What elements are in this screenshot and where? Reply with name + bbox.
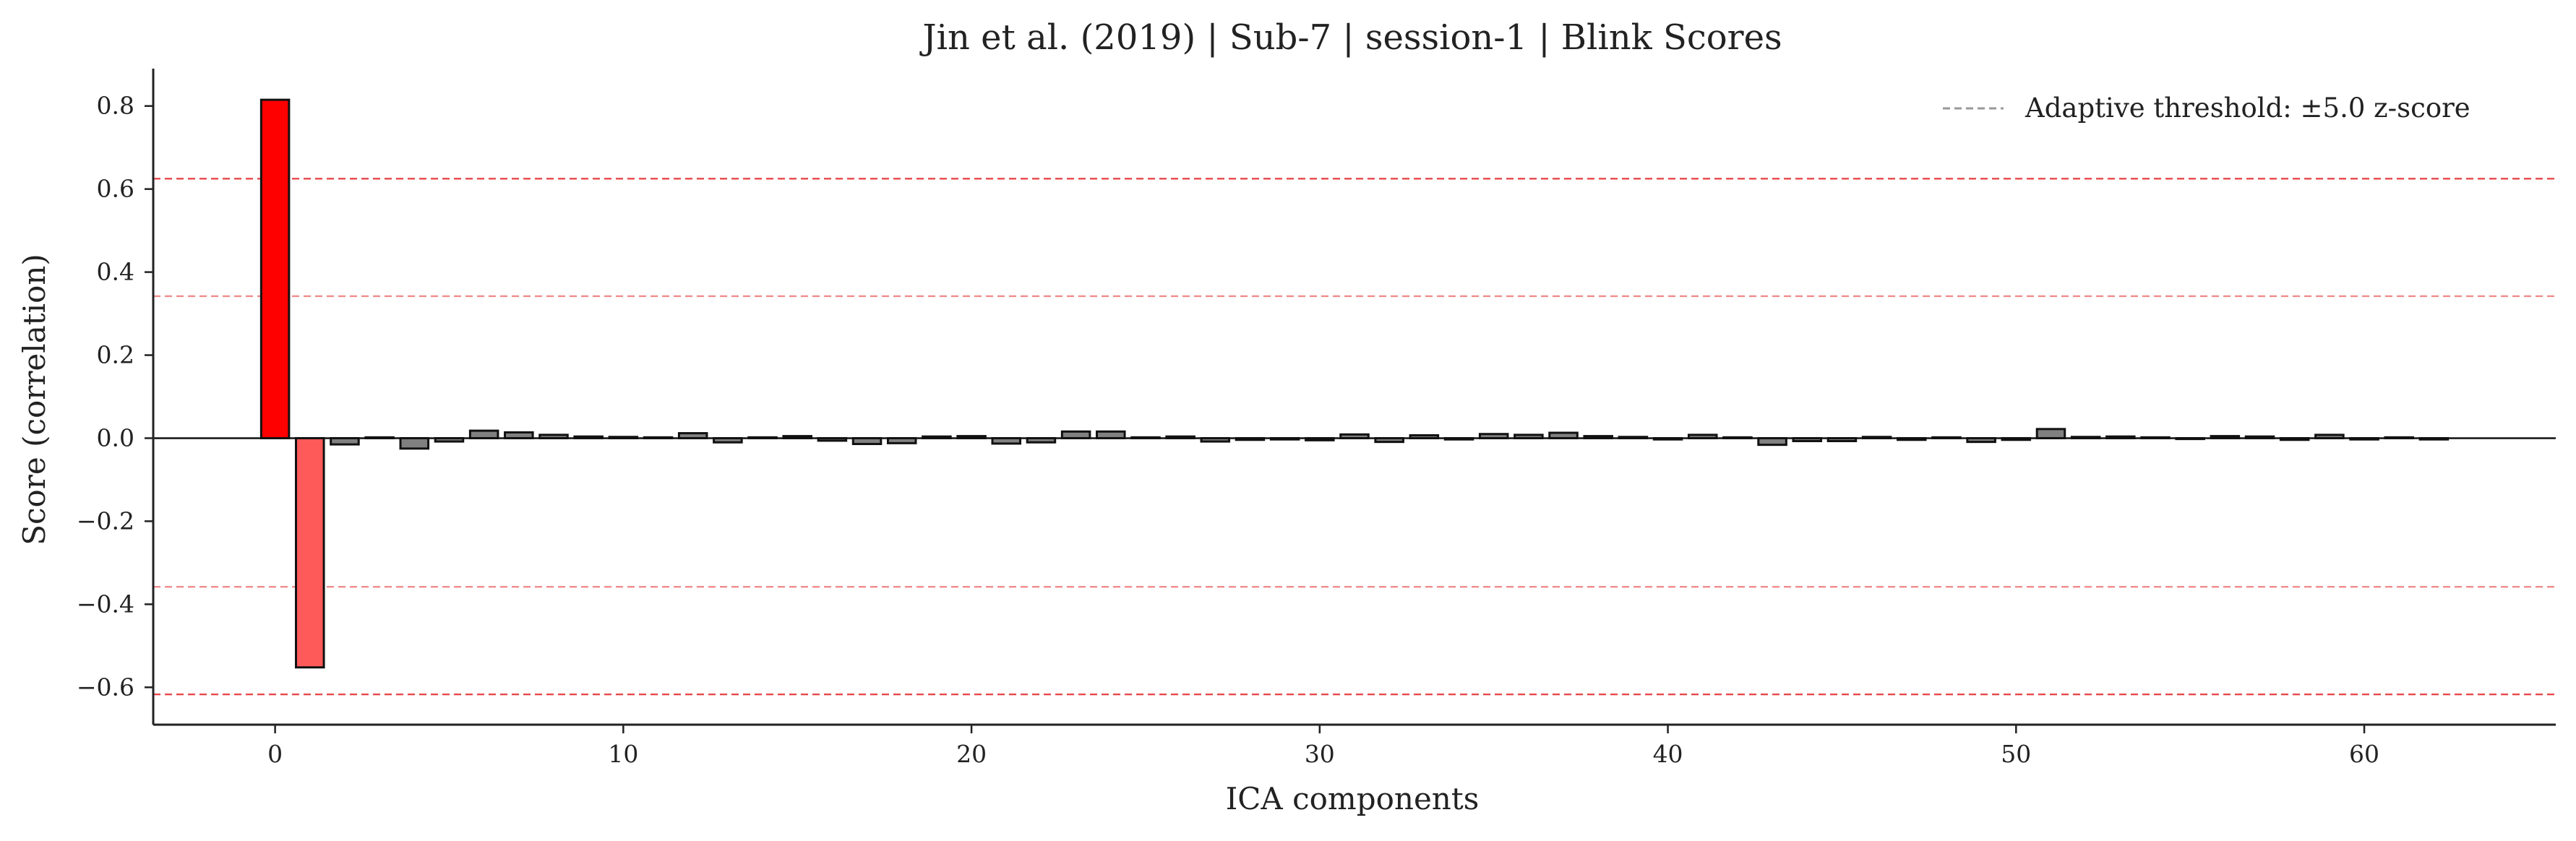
y-axis-label: Score (correlation) bbox=[17, 254, 52, 545]
legend: Adaptive threshold: ±5.0 z-score bbox=[1943, 92, 2470, 124]
x-tick-label: 60 bbox=[2349, 740, 2379, 768]
threshold-lines bbox=[153, 178, 2556, 696]
bar-component-43 bbox=[1757, 436, 1787, 447]
bar-component-6 bbox=[468, 429, 499, 439]
bar-component-23 bbox=[1060, 430, 1091, 439]
y-tick-label: 0.0 bbox=[97, 423, 134, 452]
bar-component-1 bbox=[295, 436, 325, 669]
y-tick-label: 0.8 bbox=[97, 92, 134, 120]
bar-component-4 bbox=[399, 436, 430, 450]
x-tick-label: 40 bbox=[1653, 740, 1683, 768]
y-tick-label: −0.2 bbox=[77, 506, 134, 535]
x-tick-label: 30 bbox=[1305, 740, 1335, 768]
x-tick-label: 50 bbox=[2001, 740, 2031, 768]
x-tick-label: 0 bbox=[267, 740, 283, 768]
y-tick-label: −0.6 bbox=[77, 673, 134, 701]
x-ticks: 0 10 20 30 40 50 60 bbox=[267, 725, 2379, 768]
bar-component-24 bbox=[1096, 430, 1126, 439]
bar-component-0 bbox=[259, 98, 291, 439]
x-tick-label: 20 bbox=[956, 740, 987, 768]
chart-title: Jin et al. (2019) | Sub-7 | session-1 | … bbox=[919, 17, 1782, 58]
x-tick-label: 10 bbox=[608, 740, 638, 768]
y-tick-label: −0.4 bbox=[77, 590, 134, 618]
y-tick-label: 0.6 bbox=[97, 175, 134, 203]
y-ticks: −0.6 −0.4 −0.2 0.0 0.2 0.4 0.6 0.8 bbox=[77, 92, 153, 701]
y-tick-label: 0.2 bbox=[97, 341, 134, 369]
x-axis-label: ICA components bbox=[1226, 781, 1480, 816]
axes bbox=[152, 69, 2556, 726]
legend-threshold-label: Adaptive threshold: ±5.0 z-score bbox=[2025, 92, 2470, 124]
bar-component-2 bbox=[330, 436, 360, 446]
bar-component-51 bbox=[2035, 428, 2066, 439]
y-tick-label: 0.4 bbox=[97, 258, 134, 286]
